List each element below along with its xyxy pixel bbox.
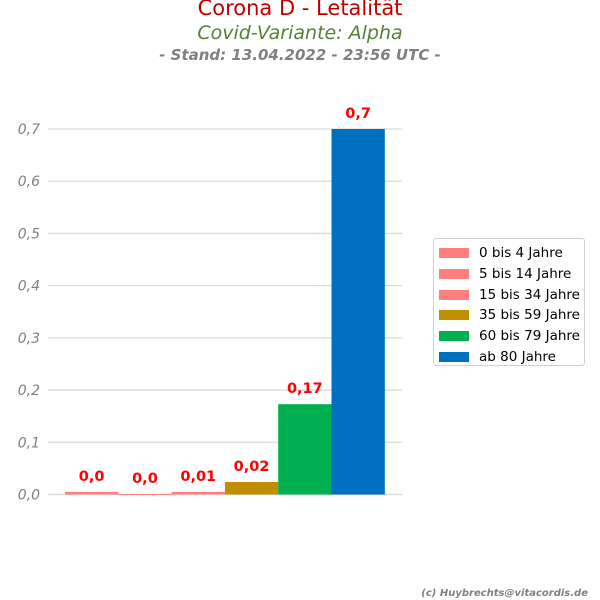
bar-value-label: 0,01 [180, 469, 216, 485]
legend-swatch [439, 331, 469, 342]
legend-label: 0 bis 4 Jahre [479, 245, 563, 262]
bar [331, 129, 385, 495]
y-tick-label: 0,6 [18, 174, 40, 190]
chart-date-line: - Stand: 13.04.2022 - 23:56 UTC - [159, 46, 441, 64]
bar [278, 404, 332, 495]
y-tick-label: 0,5 [18, 226, 40, 242]
chart-subtitle: Covid-Variante: Alpha [197, 22, 403, 44]
bar [65, 491, 119, 495]
legend-label: ab 80 Jahre [479, 348, 556, 365]
legend-swatch [439, 289, 469, 300]
y-tick-label: 0,3 [18, 331, 40, 347]
chart-title: Corona D - Letalität [197, 0, 403, 20]
legend-swatch [439, 269, 469, 280]
legend-label: 15 bis 34 Jahre [479, 286, 580, 303]
bar-value-label: 0,0 [132, 471, 158, 487]
legend-swatch [439, 351, 469, 362]
legend-item: ab 80 Jahre [438, 346, 584, 367]
legend-label: 60 bis 79 Jahre [479, 328, 580, 345]
bar [224, 481, 279, 495]
y-tick-label: 0,4 [18, 279, 40, 295]
chart-legend: 0 bis 4 Jahre 5 bis 14 Jahre 15 bis 34 Jah… [433, 238, 585, 366]
legend-item: 35 bis 59 Jahre [438, 305, 584, 326]
legend-item: 15 bis 34 Jahre [438, 284, 584, 305]
bar [171, 491, 225, 495]
legend-label: 35 bis 59 Jahre [479, 307, 580, 324]
footer-credit: (c) Huybrechts@vitacordis.de [421, 588, 588, 599]
legend-swatch [439, 310, 469, 321]
bar-value-label: 0,02 [234, 459, 270, 475]
bar-value-label: 0,7 [345, 106, 371, 122]
y-tick-label: 0,0 [18, 488, 40, 504]
legend-item: 5 bis 14 Jahre [438, 264, 584, 285]
bar-value-label: 0,0 [79, 469, 105, 485]
bar-value-label: 0,17 [287, 381, 323, 397]
legend-label: 5 bis 14 Jahre [479, 266, 572, 283]
y-tick-label: 0,7 [18, 122, 40, 138]
y-tick-label: 0,2 [18, 383, 40, 399]
bar [118, 493, 172, 495]
legend-item: 60 bis 79 Jahre [438, 326, 584, 347]
legend-swatch [439, 248, 469, 259]
legend-item: 0 bis 4 Jahre [438, 243, 584, 264]
y-tick-label: 0,1 [18, 435, 40, 451]
